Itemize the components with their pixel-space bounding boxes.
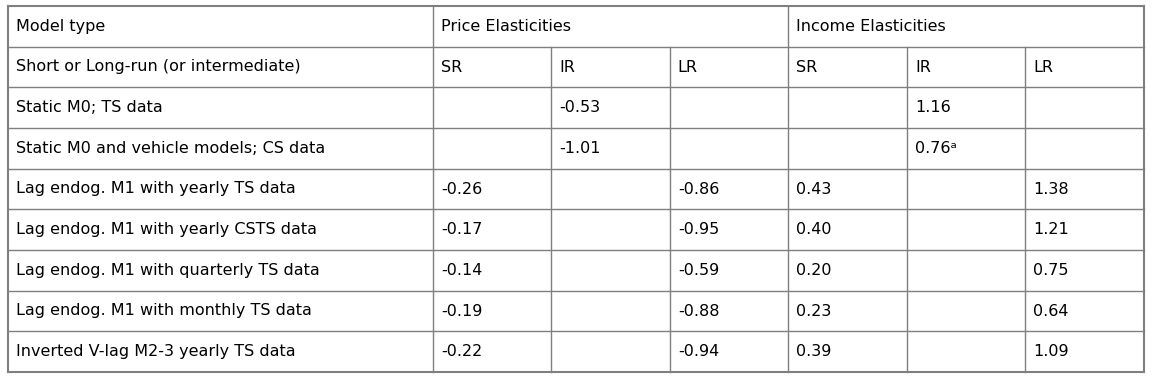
- Text: Model type: Model type: [16, 19, 105, 34]
- Text: 0.40: 0.40: [796, 222, 832, 237]
- Text: Inverted V-lag M2-3 yearly TS data: Inverted V-lag M2-3 yearly TS data: [16, 344, 296, 359]
- Text: Lag endog. M1 with quarterly TS data: Lag endog. M1 with quarterly TS data: [16, 263, 320, 278]
- Text: 1.21: 1.21: [1033, 222, 1069, 237]
- Text: LR: LR: [677, 59, 698, 74]
- Text: 0.75: 0.75: [1033, 263, 1069, 278]
- Text: 0.64: 0.64: [1033, 304, 1069, 319]
- Text: 0.23: 0.23: [796, 304, 832, 319]
- Text: 1.38: 1.38: [1033, 181, 1069, 197]
- Text: -0.17: -0.17: [441, 222, 483, 237]
- Text: -0.59: -0.59: [677, 263, 719, 278]
- Text: -0.88: -0.88: [677, 304, 719, 319]
- Text: Lag endog. M1 with monthly TS data: Lag endog. M1 with monthly TS data: [16, 304, 312, 319]
- Text: -0.94: -0.94: [677, 344, 719, 359]
- Text: Lag endog. M1 with yearly CSTS data: Lag endog. M1 with yearly CSTS data: [16, 222, 317, 237]
- Text: -0.22: -0.22: [441, 344, 482, 359]
- Text: IR: IR: [915, 59, 931, 74]
- Text: 0.20: 0.20: [796, 263, 832, 278]
- Text: Income Elasticities: Income Elasticities: [796, 19, 946, 34]
- Text: -0.26: -0.26: [441, 181, 482, 197]
- Text: Static M0 and vehicle models; CS data: Static M0 and vehicle models; CS data: [16, 141, 325, 156]
- Text: -0.95: -0.95: [677, 222, 719, 237]
- Text: Lag endog. M1 with yearly TS data: Lag endog. M1 with yearly TS data: [16, 181, 296, 197]
- Text: SR: SR: [796, 59, 818, 74]
- Text: -0.19: -0.19: [441, 304, 483, 319]
- Text: -1.01: -1.01: [560, 141, 601, 156]
- Text: 0.76ᵃ: 0.76ᵃ: [915, 141, 957, 156]
- Text: -0.53: -0.53: [560, 100, 600, 115]
- Text: Price Elasticities: Price Elasticities: [441, 19, 570, 34]
- Text: Static M0; TS data: Static M0; TS data: [16, 100, 162, 115]
- Text: 0.43: 0.43: [796, 181, 832, 197]
- Text: 1.16: 1.16: [915, 100, 950, 115]
- Text: -0.14: -0.14: [441, 263, 483, 278]
- Text: IR: IR: [560, 59, 575, 74]
- Text: 1.09: 1.09: [1033, 344, 1069, 359]
- Text: LR: LR: [1033, 59, 1053, 74]
- Text: SR: SR: [441, 59, 462, 74]
- Text: Short or Long-run (or intermediate): Short or Long-run (or intermediate): [16, 59, 301, 74]
- Text: 0.39: 0.39: [796, 344, 832, 359]
- Text: -0.86: -0.86: [677, 181, 719, 197]
